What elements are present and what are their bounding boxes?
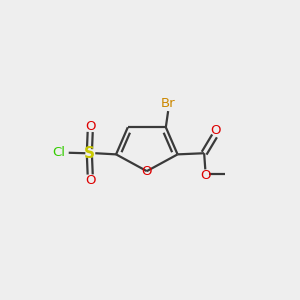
Text: Br: Br (161, 97, 176, 110)
Text: S: S (84, 146, 95, 161)
Text: O: O (200, 169, 211, 182)
Text: O: O (142, 165, 152, 178)
Text: Cl: Cl (52, 146, 65, 159)
Text: O: O (85, 174, 95, 187)
Text: O: O (210, 124, 221, 137)
Text: O: O (85, 120, 95, 133)
